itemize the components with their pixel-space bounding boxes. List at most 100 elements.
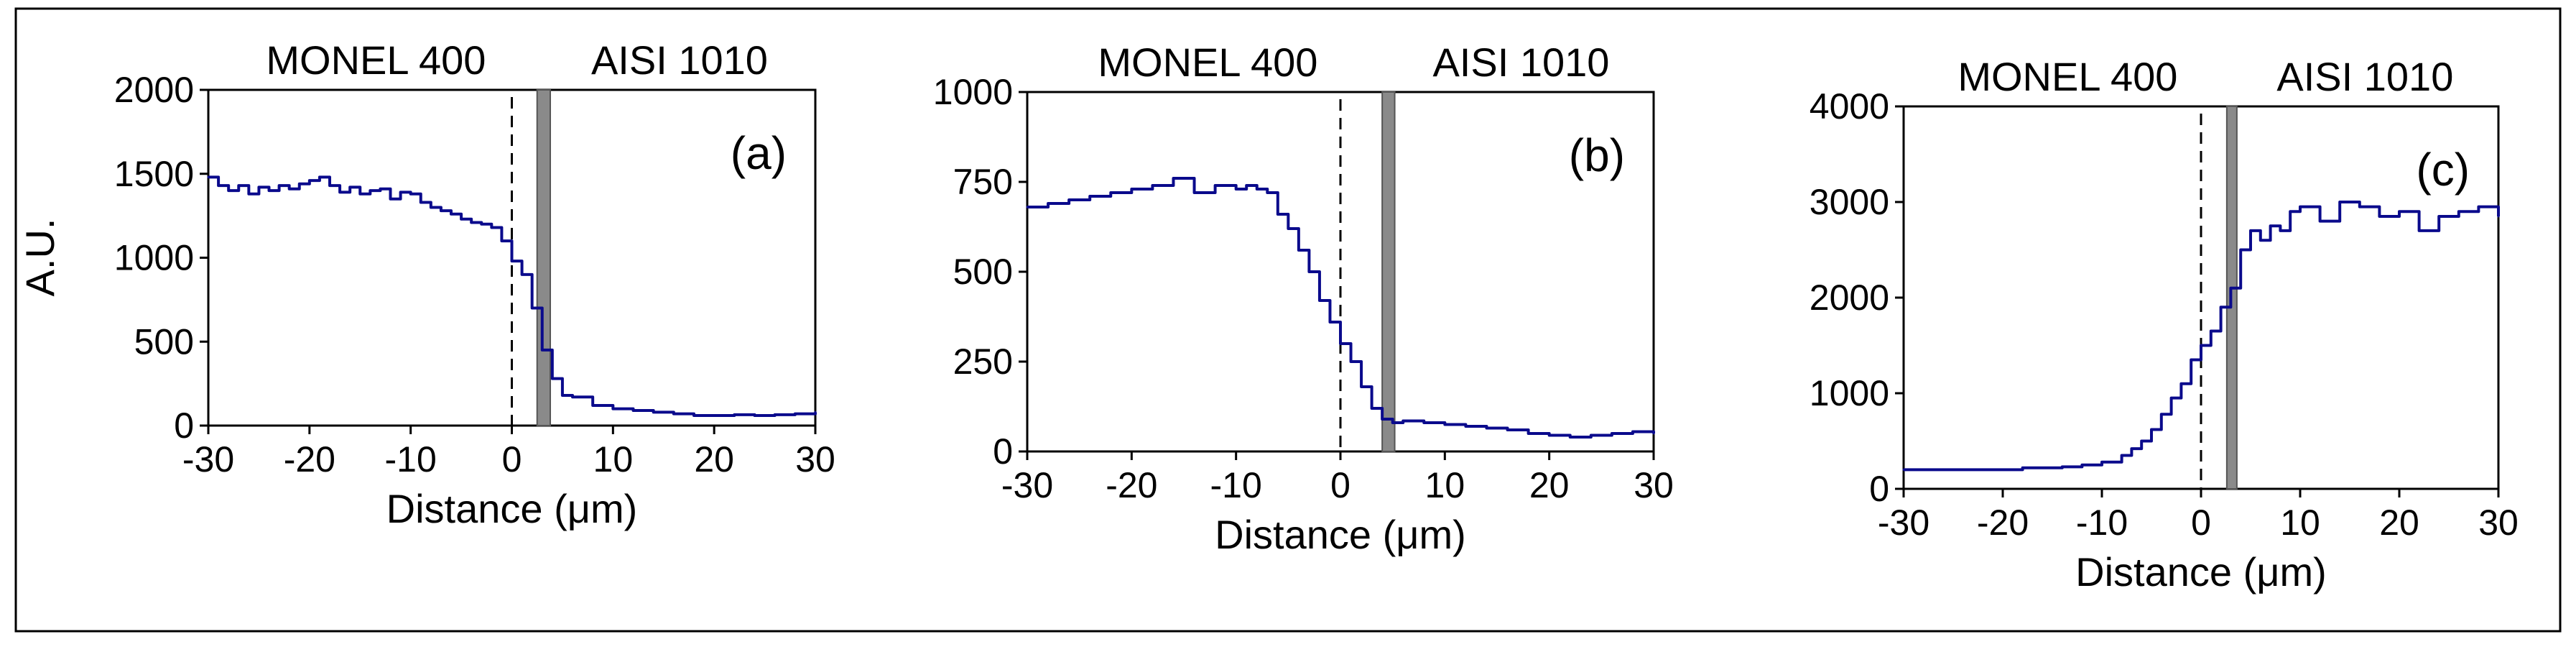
data-point <box>2061 465 2064 468</box>
data-point <box>2378 215 2381 218</box>
data-point <box>1297 249 1300 252</box>
y-tick-label: 3000 <box>1810 182 1889 222</box>
data-point <box>1350 360 1353 363</box>
data-point <box>358 193 361 196</box>
data-point <box>1401 420 1404 422</box>
x-axis-label: Distance (μm) <box>1215 512 1466 557</box>
data-point <box>571 395 574 398</box>
x-tick-label: 0 <box>502 439 522 479</box>
data-point <box>1485 427 1488 429</box>
data-point <box>1611 432 1613 435</box>
data-point <box>1172 177 1175 180</box>
data-point <box>2239 249 2242 251</box>
data-point <box>2477 206 2480 208</box>
data-point <box>794 413 797 416</box>
data-point <box>409 193 412 196</box>
data-point <box>1287 227 1289 230</box>
x-tick-label: 10 <box>1425 465 1465 505</box>
data-point <box>591 404 594 407</box>
data-point <box>2457 210 2460 213</box>
data-point <box>1371 407 1373 410</box>
data-point <box>1631 431 1634 433</box>
data-point <box>1381 418 1384 421</box>
data-point <box>611 408 614 410</box>
region-label-right: AISI 1010 <box>1432 40 1609 85</box>
data-point <box>227 189 230 192</box>
data-point <box>2229 287 2232 290</box>
data-point <box>1266 191 1269 194</box>
y-tick-label: 250 <box>953 341 1013 382</box>
data-point <box>814 410 817 413</box>
data-point <box>2080 464 2083 467</box>
data-point <box>1527 432 1530 435</box>
data-point <box>217 184 220 187</box>
data-point <box>2190 358 2192 361</box>
data-point <box>1391 421 1394 424</box>
x-axis-label: Distance (μm) <box>2075 549 2327 595</box>
data-point <box>1360 385 1363 388</box>
data-point <box>257 185 260 188</box>
data-point <box>511 260 513 262</box>
data-point <box>521 273 524 276</box>
data-point <box>490 226 493 229</box>
data-point <box>1026 206 1029 208</box>
data-point <box>1193 191 1196 194</box>
data-point <box>1464 425 1467 428</box>
data-point <box>2319 220 2322 223</box>
data-point <box>1902 468 1905 471</box>
data-point <box>237 184 240 187</box>
data-point <box>2170 397 2173 400</box>
region-label-left: MONEL 400 <box>1098 40 1317 85</box>
data-point <box>1422 421 1425 424</box>
data-point <box>2338 201 2341 203</box>
x-tick-label: -20 <box>1977 503 2029 543</box>
data-point <box>2418 229 2421 232</box>
y-tick-label: 1000 <box>114 238 194 278</box>
data-point <box>692 414 695 417</box>
x-tick-label: 20 <box>1529 465 1570 505</box>
data-point <box>1067 198 1070 201</box>
data-point <box>2279 229 2281 232</box>
data-point <box>1151 184 1154 187</box>
data-point <box>1245 184 1248 187</box>
data-point <box>652 410 655 413</box>
data-point <box>450 213 453 216</box>
region-label-right: AISI 1010 <box>591 37 768 83</box>
x-tick-label: -10 <box>385 439 437 479</box>
data-point <box>399 191 402 193</box>
data-point <box>420 201 422 203</box>
data-point <box>379 188 381 191</box>
data-point <box>1307 270 1310 273</box>
data-point <box>278 184 281 187</box>
panel-c: 0 1000 2000 3000 4000 -30 -20 -10 0 10 20 30 Distanc… <box>1810 54 2519 595</box>
panel-b: 0 250 500 750 1000 -30 -20 -10 0 10 20 30 Distance (… <box>933 40 1674 557</box>
y-tick-label: 2000 <box>114 70 194 110</box>
y-tick-label: 750 <box>953 162 1013 202</box>
data-point <box>2269 224 2272 227</box>
data-point <box>348 185 351 188</box>
y-tick-label: 1000 <box>1810 373 1889 413</box>
data-point <box>2021 467 2024 469</box>
x-tick-label: 30 <box>1634 465 1674 505</box>
data-point <box>733 413 736 416</box>
data-point <box>2437 215 2440 218</box>
data-point <box>500 239 503 242</box>
y-tick-label: 0 <box>174 405 194 446</box>
x-tick-label: 10 <box>593 439 634 479</box>
data-point <box>247 193 250 196</box>
data-point <box>2210 330 2213 333</box>
data-point <box>531 307 534 310</box>
data-point <box>308 179 311 182</box>
x-tick-label: -30 <box>182 439 234 479</box>
interface-band <box>1381 91 1396 452</box>
x-tick-label: -30 <box>1878 503 1929 543</box>
data-point <box>713 414 715 417</box>
data-point <box>561 394 564 397</box>
data-point <box>288 188 291 191</box>
x-tick-label: 30 <box>2478 503 2519 543</box>
panel-tag: (b) <box>1569 129 1625 181</box>
data-point <box>1443 423 1446 426</box>
figure-frame <box>14 7 2562 633</box>
data-point <box>1088 195 1091 198</box>
